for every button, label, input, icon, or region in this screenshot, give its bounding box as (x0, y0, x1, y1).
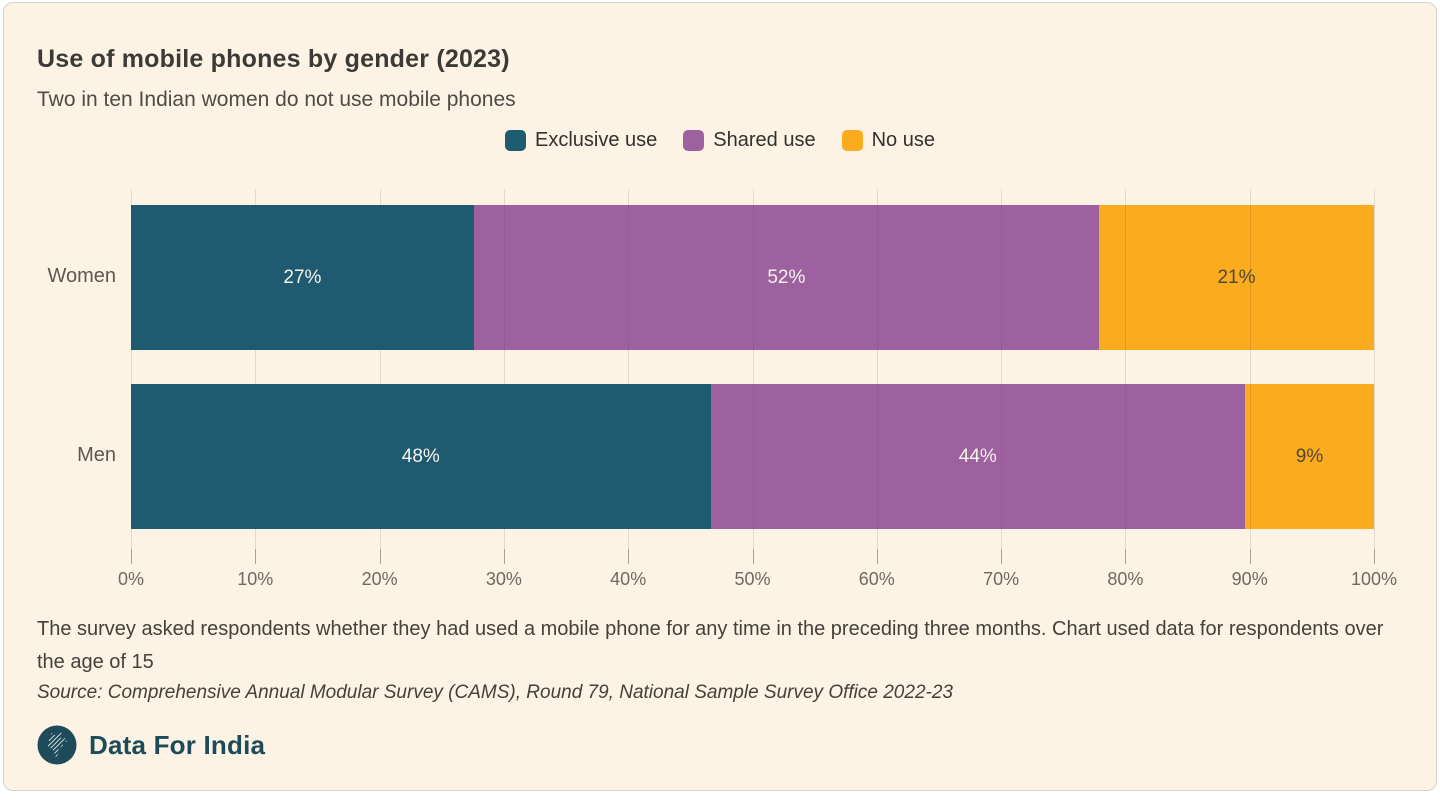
x-axis-tick-90% (1249, 549, 1251, 564)
footnote-text: The survey asked respondents whether the… (37, 618, 1384, 673)
brand-logo[interactable]: Data For India (37, 725, 265, 765)
x-axis-tick-50% (752, 549, 754, 564)
x-axis-tick-label: 40% (610, 569, 647, 589)
bar-row-women: 27% 52% 21% (131, 205, 1375, 350)
legend: Exclusive use Shared use No use (4, 129, 1436, 152)
chart-card: Use of mobile phones by gender (2023) Tw… (3, 2, 1437, 791)
gridline-100% (1374, 189, 1375, 549)
category-label-women: Women (47, 265, 116, 287)
x-axis-tick-60% (876, 549, 878, 564)
legend-swatch-icon (841, 130, 863, 151)
bar-value-label: 44% (958, 445, 997, 467)
bar-row-men: 48% 44% 9% (131, 384, 1374, 529)
x-axis-tick-10% (255, 549, 257, 564)
x-axis-tick-label: 30% (485, 569, 522, 589)
x-axis-tick-label: 10% (237, 569, 274, 589)
x-axis-tick-label: 50% (734, 569, 771, 589)
x-axis-tick-80% (1125, 549, 1127, 564)
legend-swatch-icon (505, 130, 527, 151)
x-axis-tick-label: 60% (858, 569, 895, 589)
x-axis-tick-label: 20% (361, 569, 398, 589)
bar-segment-women-no-use[interactable]: 21% (1098, 205, 1375, 350)
bar-segment-men-exclusive-use[interactable]: 48% (131, 384, 711, 529)
legend-label: No use (871, 129, 935, 151)
plot-area: 0% 10% 20% 30% 40% 50% 60% 70% 80% 90% 100% 27% 52% 2… (118, 189, 1397, 589)
category-label-men: Men (77, 444, 116, 466)
x-axis-tick-70% (1001, 549, 1003, 564)
legend-item-no-use[interactable]: No use (841, 129, 935, 152)
x-axis-tick-100% (1374, 549, 1375, 564)
bar-value-label: 48% (401, 445, 440, 467)
legend-item-exclusive-use[interactable]: Exclusive use (505, 129, 657, 152)
bar-value-label: 52% (767, 266, 806, 288)
chart-subtitle: Two in ten Indian women do not use mobil… (37, 88, 516, 111)
bar-value-label: 21% (1217, 266, 1256, 288)
legend-item-shared-use[interactable]: Shared use (683, 129, 816, 152)
x-axis-tick-label: 100% (1350, 569, 1398, 589)
bar-value-label: 9% (1295, 445, 1324, 467)
bar-segment-women-exclusive-use[interactable]: 27% (131, 205, 474, 350)
x-axis-tick-label: 0% (117, 569, 145, 589)
x-axis-tick-30% (503, 549, 505, 564)
chart-title: Use of mobile phones by gender (2023) (37, 45, 510, 73)
x-axis-tick-label: 70% (983, 569, 1020, 589)
legend-label: Exclusive use (535, 129, 658, 151)
x-axis-tick-20% (379, 549, 381, 564)
source-text: Source: Comprehensive Annual Modular Sur… (37, 682, 953, 703)
legend-label: Shared use (713, 129, 816, 151)
x-axis-tick-0% (131, 549, 132, 564)
bar-value-label: 27% (283, 266, 322, 288)
x-axis-tick-40% (628, 549, 630, 564)
bar-segment-men-no-use[interactable]: 9% (1245, 384, 1374, 529)
bar-segment-men-shared-use[interactable]: 44% (710, 384, 1245, 529)
x-axis-tick-label: 80% (1107, 569, 1144, 589)
data-for-india-logo-icon (37, 725, 77, 765)
legend-swatch-icon (683, 130, 705, 151)
bar-segment-women-shared-use[interactable]: 52% (473, 205, 1099, 350)
brand-name: Data For India (89, 729, 266, 760)
x-axis-tick-label: 90% (1231, 569, 1268, 589)
